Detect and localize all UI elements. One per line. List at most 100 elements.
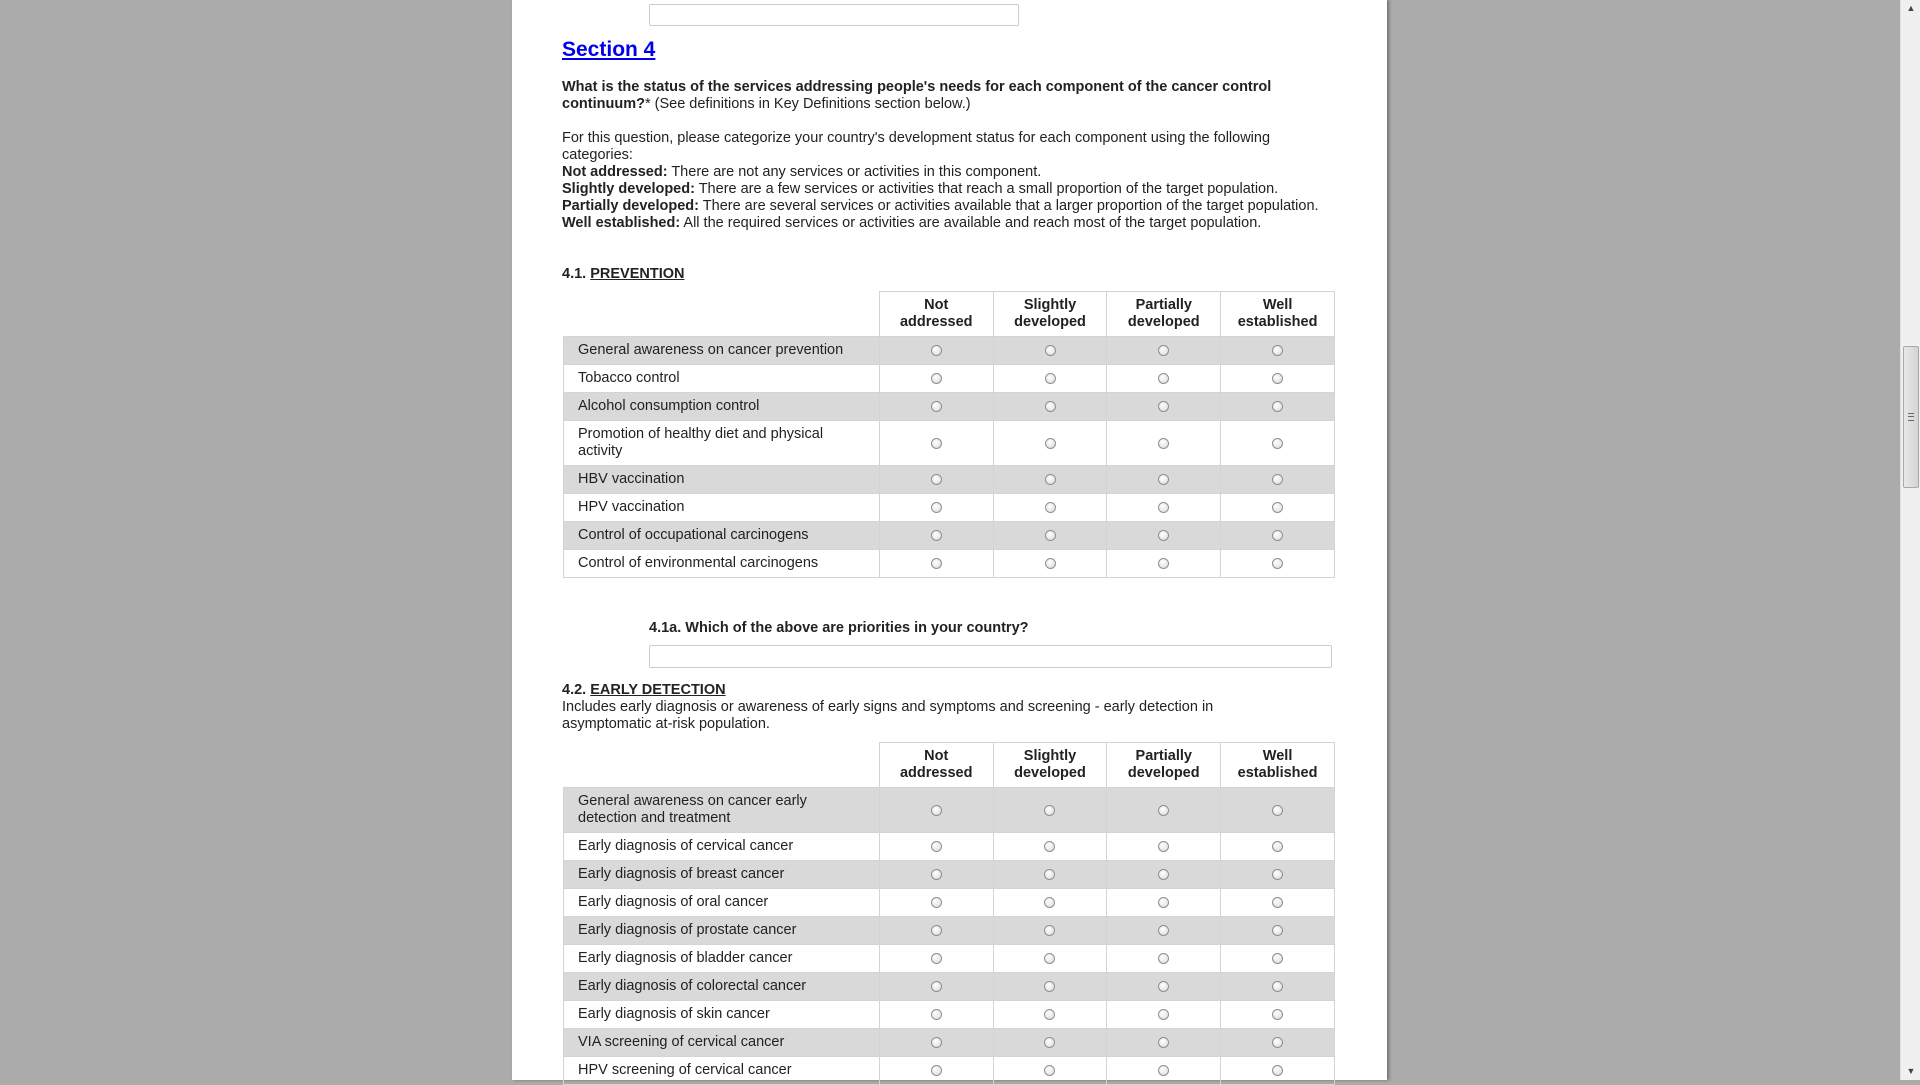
radio-button-icon[interactable] (1272, 502, 1284, 514)
radio-button-icon[interactable] (930, 373, 942, 385)
radio-button-icon[interactable] (1044, 502, 1056, 514)
radio-cell (878, 916, 994, 945)
radio-button-icon[interactable] (1044, 437, 1056, 449)
previous-answer-input[interactable] (649, 4, 1019, 26)
radio-button-icon[interactable] (1158, 925, 1170, 937)
radio-button-icon[interactable] (1044, 804, 1056, 816)
radio-button-icon[interactable] (930, 953, 942, 965)
radio-button-icon[interactable] (1272, 869, 1284, 881)
radio-button-icon[interactable] (1272, 897, 1284, 909)
radio-button-icon[interactable] (1158, 1009, 1170, 1021)
radio-button-icon[interactable] (1158, 530, 1170, 542)
radio-button-icon[interactable] (1158, 1037, 1170, 1049)
radio-cell (1106, 787, 1222, 833)
table-row: Early diagnosis of prostate cancer (563, 916, 1335, 945)
row-label: Alcohol consumption control (563, 392, 880, 421)
column-header-line: developed (1127, 314, 1200, 330)
column-header-line: established (1237, 765, 1318, 781)
radio-button-icon[interactable] (1044, 1037, 1056, 1049)
radio-button-icon[interactable] (1272, 925, 1284, 937)
radio-button-icon[interactable] (1272, 373, 1284, 385)
row-label: HPV screening of cervical cancer (563, 1056, 880, 1085)
radio-button-icon[interactable] (1272, 345, 1284, 357)
radio-button-icon[interactable] (930, 1037, 942, 1049)
radio-button-icon[interactable] (1158, 345, 1170, 357)
radio-cell (878, 1056, 994, 1085)
table-row: HBV vaccination (563, 465, 1335, 494)
radio-button-icon[interactable] (1158, 869, 1170, 881)
radio-button-icon[interactable] (1044, 558, 1056, 570)
radio-button-icon[interactable] (1272, 1009, 1284, 1021)
radio-button-icon[interactable] (1044, 869, 1056, 881)
radio-button-icon[interactable] (1158, 474, 1170, 486)
radio-button-icon[interactable] (1158, 953, 1170, 965)
radio-button-icon[interactable] (1272, 401, 1284, 413)
radio-button-icon[interactable] (1272, 1037, 1284, 1049)
scroll-down-arrow-icon[interactable]: ▼ (1906, 1066, 1916, 1076)
radio-button-icon[interactable] (1044, 345, 1056, 357)
row-label: Early diagnosis of bladder cancer (563, 944, 880, 973)
radio-button-icon[interactable] (930, 474, 942, 486)
radio-cell (1106, 420, 1222, 466)
radio-button-icon[interactable] (1044, 1065, 1056, 1077)
priorities-input[interactable] (649, 645, 1332, 668)
radio-button-icon[interactable] (930, 401, 942, 413)
radio-button-icon[interactable] (1158, 981, 1170, 993)
radio-button-icon[interactable] (930, 897, 942, 909)
radio-cell (1220, 832, 1335, 861)
radio-button-icon[interactable] (1158, 1065, 1170, 1077)
radio-button-icon[interactable] (930, 869, 942, 881)
row-label: Early diagnosis of prostate cancer (563, 916, 880, 945)
radio-button-icon[interactable] (1158, 401, 1170, 413)
section-title[interactable]: Section 4 (562, 38, 656, 61)
radio-button-icon[interactable] (930, 981, 942, 993)
scrollbar-thumb[interactable] (1903, 346, 1919, 488)
radio-button-icon[interactable] (1044, 474, 1056, 486)
radio-button-icon[interactable] (1158, 841, 1170, 853)
radio-button-icon[interactable] (1272, 530, 1284, 542)
row-label: Control of environmental carcinogens (563, 549, 880, 578)
radio-button-icon[interactable] (1044, 401, 1056, 413)
radio-button-icon[interactable] (930, 502, 942, 514)
radio-button-icon[interactable] (1044, 373, 1056, 385)
radio-button-icon[interactable] (1272, 1065, 1284, 1077)
radio-button-icon[interactable] (1044, 530, 1056, 542)
radio-button-icon[interactable] (930, 1065, 942, 1077)
radio-button-icon[interactable] (930, 841, 942, 853)
radio-button-icon[interactable] (930, 804, 942, 816)
radio-button-icon[interactable] (1158, 373, 1170, 385)
radio-button-icon[interactable] (1158, 804, 1170, 816)
row-label: HBV vaccination (563, 465, 880, 494)
radio-button-icon[interactable] (1158, 502, 1170, 514)
heading-title: EARLY DETECTION (590, 682, 726, 698)
radio-cell (1220, 972, 1335, 1001)
radio-button-icon[interactable] (1044, 897, 1056, 909)
radio-cell (1106, 521, 1222, 550)
radio-button-icon[interactable] (930, 1009, 942, 1021)
scroll-up-arrow-icon[interactable]: ▲ (1906, 3, 1916, 13)
radio-button-icon[interactable] (930, 437, 942, 449)
radio-button-icon[interactable] (1272, 558, 1284, 570)
radio-button-icon[interactable] (1158, 897, 1170, 909)
blank-header (563, 742, 880, 788)
column-header-line: developed (1014, 314, 1086, 330)
radio-button-icon[interactable] (1272, 841, 1284, 853)
radio-button-icon[interactable] (1272, 474, 1284, 486)
radio-button-icon[interactable] (1158, 437, 1170, 449)
radio-button-icon[interactable] (1272, 981, 1284, 993)
radio-button-icon[interactable] (930, 530, 942, 542)
radio-button-icon[interactable] (1272, 437, 1284, 449)
radio-button-icon[interactable] (1044, 981, 1056, 993)
radio-button-icon[interactable] (1044, 925, 1056, 937)
radio-button-icon[interactable] (930, 925, 942, 937)
radio-button-icon[interactable] (1044, 1009, 1056, 1021)
radio-button-icon[interactable] (1044, 841, 1056, 853)
radio-button-icon[interactable] (930, 345, 942, 357)
table-row: VIA screening of cervical cancer (563, 1028, 1335, 1057)
radio-button-icon[interactable] (1272, 953, 1284, 965)
radio-button-icon[interactable] (1272, 804, 1284, 816)
radio-button-icon[interactable] (1158, 558, 1170, 570)
radio-button-icon[interactable] (1044, 953, 1056, 965)
radio-button-icon[interactable] (930, 558, 942, 570)
vertical-scrollbar[interactable]: ▲ ▼ (1900, 0, 1920, 1080)
